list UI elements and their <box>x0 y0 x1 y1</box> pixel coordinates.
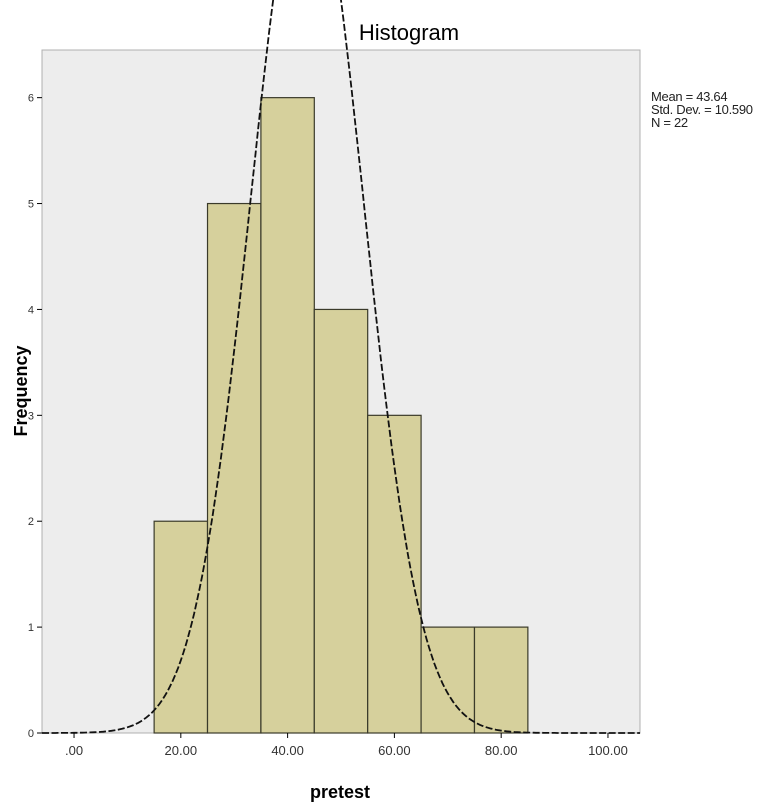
x-tick-label: 80.00 <box>485 743 518 758</box>
x-tick-label: 40.00 <box>271 743 304 758</box>
x-axis-ticks: .00 20.00 40.00 60.00 80.00 100.00 <box>65 733 628 758</box>
histogram-bar <box>313 308 369 734</box>
x-tick-label: 100.00 <box>588 743 628 758</box>
stats-legend: Mean = 43.64 Std. Dev. = 10.590 N = 22 <box>651 90 753 129</box>
y-tick-label: 3 <box>28 410 34 422</box>
chart-title: Histogram <box>359 20 459 45</box>
y-tick-label: 5 <box>28 199 34 211</box>
normal-curve <box>42 0 640 734</box>
x-axis-label: pretest <box>310 782 370 802</box>
y-axis-label: Frequency <box>11 345 31 436</box>
normal-curve-group <box>42 0 640 734</box>
histogram-bar <box>260 97 315 734</box>
y-tick-label: 4 <box>28 304 34 316</box>
stats-std-dev: Std. Dev. = 10.590 <box>651 102 753 117</box>
stats-n: N = 22 <box>651 115 688 130</box>
x-tick-label: 20.00 <box>165 743 198 758</box>
y-tick-label: 0 <box>28 728 34 740</box>
x-tick-label: 60.00 <box>378 743 411 758</box>
y-tick-label: 6 <box>28 93 34 105</box>
histogram-bar <box>473 626 529 734</box>
y-tick-label: 2 <box>28 516 34 528</box>
x-tick-label: .00 <box>65 743 83 758</box>
histogram-bar <box>206 202 262 734</box>
y-axis-ticks: 0 1 2 3 4 5 6 <box>28 93 42 740</box>
stats-mean: Mean = 43.64 <box>651 89 728 104</box>
y-tick-label: 1 <box>28 622 34 634</box>
